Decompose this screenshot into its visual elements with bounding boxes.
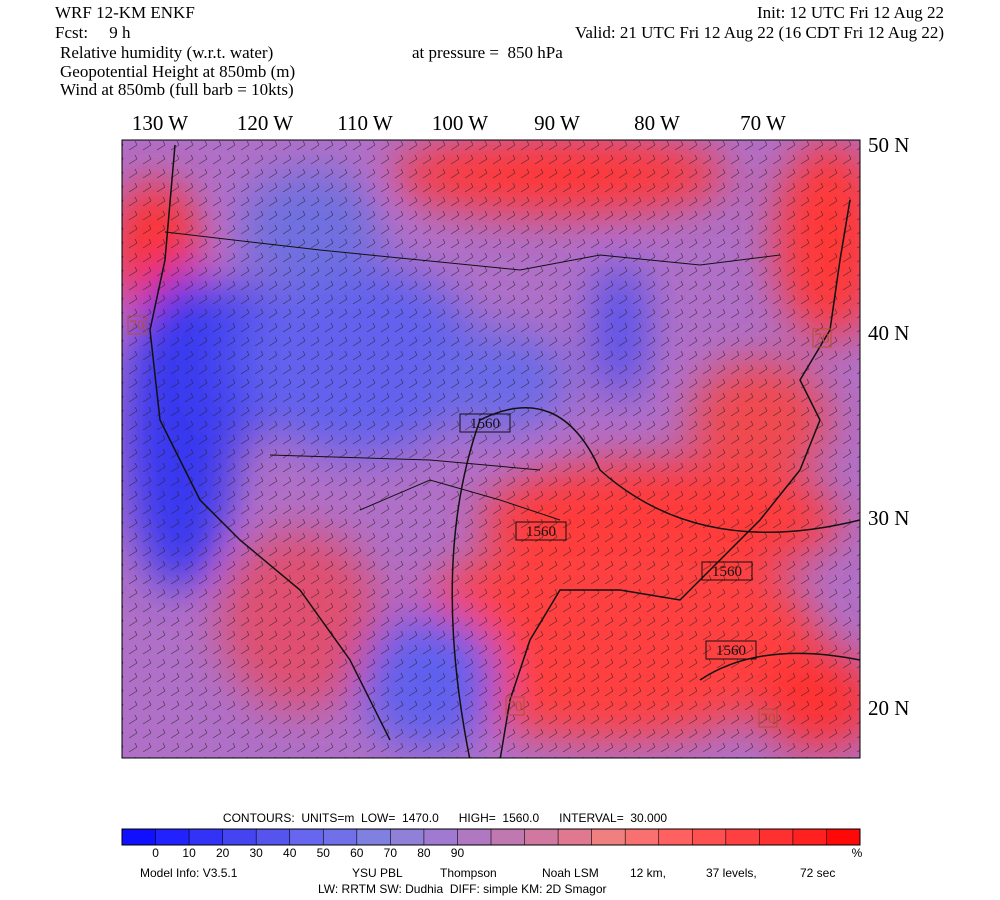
field-name: Wind at 850mb (full barb = 10kts) [60, 80, 294, 99]
color-swatch [323, 829, 358, 845]
contour-label: 70 [508, 699, 523, 715]
colorbar-tick-label: 50 [317, 846, 331, 860]
map [122, 140, 860, 758]
color-swatch [759, 829, 794, 845]
longitude-label: 100 W [432, 111, 488, 135]
colorbar-unit: % [852, 846, 863, 860]
latitude-label: 40 N [868, 321, 909, 345]
contour-label-box [505, 696, 525, 716]
color-swatch [122, 829, 157, 845]
model-info: Thompson [440, 866, 497, 880]
colorbar-tick-label: 40 [283, 846, 297, 860]
contour-label: 70 [130, 318, 145, 334]
color-swatch [356, 829, 391, 845]
latitude-label: 30 N [868, 506, 909, 530]
contour-label: 1560 [470, 416, 500, 432]
contour-label: 1560 [712, 564, 742, 580]
color-swatch [457, 829, 492, 845]
contour-label-box [705, 640, 757, 660]
color-swatch [591, 829, 626, 845]
longitude-label: 120 W [237, 111, 293, 135]
color-swatch [289, 829, 324, 845]
color-swatch [625, 829, 660, 845]
map-frame [121, 139, 861, 759]
colorbar-tick-label: 10 [182, 846, 196, 860]
model-info: 12 km, [630, 866, 666, 880]
contour-label-box [459, 413, 511, 433]
color-swatch [826, 829, 861, 845]
model-info: Model Info: V3.5.1 [140, 866, 238, 880]
contour-label-box [812, 328, 832, 348]
pressure-level: at pressure = 850 hPa [412, 43, 563, 62]
color-swatch [189, 829, 224, 845]
longitude-label: 130 W [132, 111, 188, 135]
colorbar: CONTOURS: UNITS=m LOW= 1470.0 HIGH= 1560… [121, 811, 863, 860]
latitude-label: 50 N [868, 133, 909, 157]
contour-label-box [701, 561, 753, 581]
color-swatch [491, 829, 526, 845]
contour-label-box [127, 315, 147, 335]
model-info: 72 sec [800, 866, 835, 880]
contour-label: 1560 [526, 524, 556, 540]
colorbar-tick-label: 0 [152, 846, 159, 860]
color-swatch [222, 829, 257, 845]
color-swatch [256, 829, 291, 845]
color-swatch [692, 829, 727, 845]
color-swatch [524, 829, 559, 845]
contour-label-box [515, 521, 567, 541]
model-info: 37 levels, [706, 866, 757, 880]
field-name: Geopotential Height at 850mb (m) [60, 62, 295, 81]
contour-label: 70 [815, 331, 830, 347]
model-info: YSU PBL [352, 866, 403, 880]
contour-info: CONTOURS: UNITS=m LOW= 1470.0 HIGH= 1560… [223, 811, 668, 825]
valid-time: Valid: 21 UTC Fri 12 Aug 22 (16 CDT Fri … [575, 23, 944, 42]
contour-label: 1560 [716, 643, 746, 659]
colorbar-tick-label: 20 [216, 846, 230, 860]
colorbar-tick-label: 90 [451, 846, 465, 860]
color-swatch [390, 829, 425, 845]
map-labels: 130 W 120 W 110 W 100 W 90 W 80 W 70 W 50 N 40 N… [127, 111, 909, 728]
longitude-label: 70 W [740, 111, 786, 135]
field-name: Relative humidity (w.r.t. water) [60, 43, 273, 62]
colorbar-tick-label: 70 [384, 846, 398, 860]
color-swatch [725, 829, 760, 845]
contour-label: 70 [761, 711, 776, 727]
color-swatch [423, 829, 458, 845]
color-swatch [558, 829, 593, 845]
footer: Model Info: V3.5.1 YSU PBL Thompson Noah… [140, 866, 835, 896]
coastline [149, 144, 851, 758]
forecast-hour: Fcst: 9 h [55, 23, 131, 42]
model-info: Noah LSM [542, 866, 599, 880]
height-contour [451, 406, 860, 758]
color-swatch [658, 829, 693, 845]
colorbar-tick-label: 80 [417, 846, 431, 860]
longitude-label: 110 W [337, 111, 393, 135]
latitude-label: 20 N [868, 696, 909, 720]
header: WRF 12-KM ENKF Fcst: 9 h Relative humidi… [55, 3, 944, 99]
init-time: Init: 12 UTC Fri 12 Aug 22 [757, 3, 944, 22]
borders [164, 231, 781, 521]
contour-label-box [758, 708, 778, 728]
color-swatch [792, 829, 827, 845]
longitude-label: 90 W [534, 111, 580, 135]
colorbar-tick-label: 60 [350, 846, 364, 860]
color-swatch [155, 829, 190, 845]
longitude-label: 80 W [634, 111, 680, 135]
model-name: WRF 12-KM ENKF [55, 3, 195, 22]
colorbar-tick-label: 30 [250, 846, 264, 860]
model-info: LW: RRTM SW: Dudhia DIFF: simple KM: 2D … [318, 882, 607, 896]
wind-barbs [122, 140, 860, 758]
